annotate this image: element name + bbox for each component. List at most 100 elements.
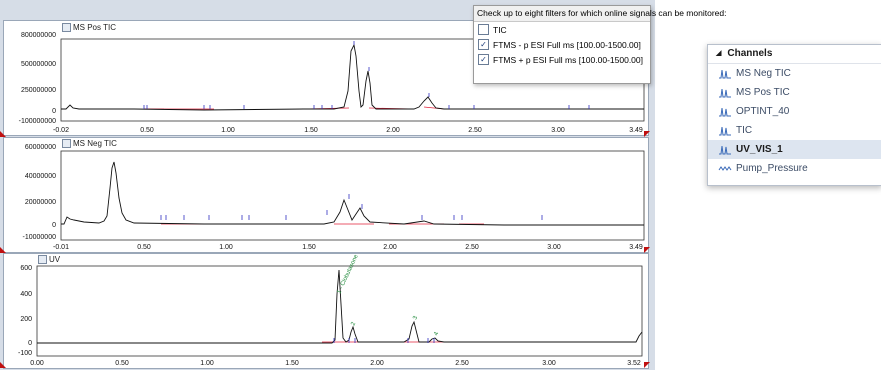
x-tick-label: 3.52: [627, 360, 641, 367]
uv-trace: [37, 269, 643, 344]
x-tick-label: 3.00: [547, 244, 561, 251]
x-tick-label: -0.02: [53, 127, 69, 134]
x-tick-label: 2.00: [386, 127, 400, 134]
ms-pos-tic-trace: [61, 43, 644, 111]
panel-corner-marker: [644, 362, 650, 368]
x-tick-label: 0.50: [137, 244, 151, 251]
x-tick-label: 2.50: [468, 127, 482, 134]
channel-label: UV_VIS_1: [736, 144, 783, 155]
channel-label: MS Neg TIC: [736, 68, 791, 79]
channel-item-ms-pos-tic[interactable]: MS Pos TIC: [708, 83, 881, 102]
peak-label: 4: [433, 331, 440, 337]
chromatogram-icon: [719, 88, 731, 98]
channel-icon: [62, 139, 71, 148]
x-tick-label: 2.50: [455, 360, 469, 367]
x-tick-label: -0.01: [53, 244, 69, 251]
y-tick-label: 400: [20, 291, 32, 298]
panel-title: UV: [38, 255, 60, 264]
channel-item-optint-40[interactable]: OPTINT_40: [708, 102, 881, 121]
channel-item-pump-pressure[interactable]: Pump_Pressure: [708, 159, 881, 178]
filter-item-ftms-pos[interactable]: ✓ FTMS + p ESI Full ms [100.00-1500.00]: [474, 52, 650, 67]
chromatogram-icon: [719, 126, 731, 136]
x-tick-label: 3.00: [542, 360, 556, 367]
y-tick-label: 250000000: [21, 87, 56, 94]
x-tick-label: 1.50: [304, 127, 318, 134]
y-tick-label: 0: [52, 222, 56, 229]
peak-annotations: 1 - Clobutasone 2 3 4: [336, 254, 440, 337]
ms-neg-tic-trace: [61, 161, 644, 226]
panel-title-text: UV: [49, 255, 61, 264]
peak-label: 1 - Clobutasone: [336, 254, 360, 295]
panel-corner-marker: [644, 247, 650, 253]
panel-title-text: MS Pos TIC: [73, 23, 116, 32]
ms-pos-tic-plot[interactable]: 800000000 500000000 250000000 0 -1000000…: [4, 21, 648, 135]
channel-label: MS Pos TIC: [736, 87, 790, 98]
y-tick-label: -100: [18, 350, 32, 357]
y-tick-label: -100000000: [19, 118, 56, 125]
x-tick-label: 2.00: [383, 244, 397, 251]
x-tick-label: 1.00: [200, 360, 214, 367]
panel-title: MS Neg TIC: [62, 139, 117, 148]
x-tick-label: 0.00: [30, 360, 44, 367]
peak-markers: [333, 338, 435, 343]
filter-label: FTMS - p ESI Full ms [100.00-1500.00]: [493, 39, 641, 50]
chromatogram-icon: [719, 69, 731, 79]
chromatogram-icon: [719, 145, 731, 155]
uv-panel[interactable]: 600 400 200 0 -100 0.00 0.50 1.00 1.50 2…: [3, 253, 649, 369]
channel-item-tic[interactable]: TIC: [708, 121, 881, 140]
channel-label: OPTINT_40: [736, 106, 790, 117]
checkbox-checked[interactable]: ✓: [478, 39, 489, 50]
filter-item-tic[interactable]: TIC: [474, 22, 650, 37]
y-tick-label: 500000000: [21, 61, 56, 68]
channel-icon: [62, 23, 71, 32]
y-tick-label: 60000000: [25, 144, 56, 151]
channel-item-uv-vis-1[interactable]: UV_VIS_1: [708, 140, 881, 159]
y-tick-label: 200: [20, 316, 32, 323]
collapse-triangle-icon[interactable]: ◢: [716, 50, 722, 57]
panel-corner-marker: [644, 131, 650, 137]
x-tick-label: 1.50: [302, 244, 316, 251]
panel-title: MS Pos TIC: [62, 23, 116, 32]
channel-icon: [38, 255, 47, 264]
y-tick-label: -10000000: [23, 234, 57, 241]
channel-label: TIC: [736, 125, 753, 136]
y-tick-label: 800000000: [21, 32, 56, 39]
y-tick-label: 600: [20, 265, 32, 272]
x-tick-label: 2.00: [370, 360, 384, 367]
y-tick-label: 0: [28, 340, 32, 347]
ms-neg-tic-plot[interactable]: 60000000 40000000 20000000 0 -10000000 -…: [4, 138, 648, 252]
y-tick-label: 20000000: [25, 199, 56, 206]
signal-filters-popup[interactable]: Check up to eight filters for which onli…: [473, 5, 726, 84]
x-tick-label: 0.50: [140, 127, 154, 134]
checkbox[interactable]: [478, 24, 489, 35]
panel-corner-marker: [0, 131, 6, 137]
pressure-trace-icon: [718, 166, 732, 171]
channel-label: Pump_Pressure: [736, 163, 808, 174]
channels-header-label: Channels: [727, 48, 773, 59]
panel-title-text: MS Neg TIC: [73, 139, 117, 148]
filter-label: FTMS + p ESI Full ms [100.00-1500.00]: [493, 54, 643, 65]
peak-label: 2: [350, 321, 357, 327]
y-tick-label: 0: [52, 108, 56, 115]
chromatogram-icon: [719, 107, 731, 117]
filter-item-ftms-neg[interactable]: ✓ FTMS - p ESI Full ms [100.00-1500.00]: [474, 37, 650, 52]
panel-corner-marker: [0, 362, 6, 368]
peak-markers: [160, 194, 543, 220]
channel-item-ms-neg-tic[interactable]: MS Neg TIC: [708, 64, 881, 83]
filter-label: TIC: [493, 24, 507, 35]
x-tick-label: 2.50: [465, 244, 479, 251]
panel-corner-marker: [0, 247, 6, 253]
uv-plot[interactable]: 600 400 200 0 -100 0.00 0.50 1.00 1.50 2…: [4, 254, 648, 368]
x-tick-label: 1.00: [219, 244, 233, 251]
filters-header: Check up to eight filters for which onli…: [474, 6, 726, 22]
channels-panel[interactable]: ◢ Channels MS Neg TIC MS Pos TIC OPTINT_…: [707, 44, 881, 186]
channels-header[interactable]: ◢ Channels: [708, 45, 881, 64]
x-tick-label: 1.50: [285, 360, 299, 367]
x-tick-label: 3.49: [629, 244, 643, 251]
peak-markers: [143, 41, 590, 109]
ms-neg-tic-panel[interactable]: 60000000 40000000 20000000 0 -10000000 -…: [3, 137, 649, 253]
x-tick-label: 3.49: [629, 127, 643, 134]
x-tick-label: 0.50: [115, 360, 129, 367]
x-tick-label: 1.00: [221, 127, 235, 134]
checkbox-checked[interactable]: ✓: [478, 54, 489, 65]
